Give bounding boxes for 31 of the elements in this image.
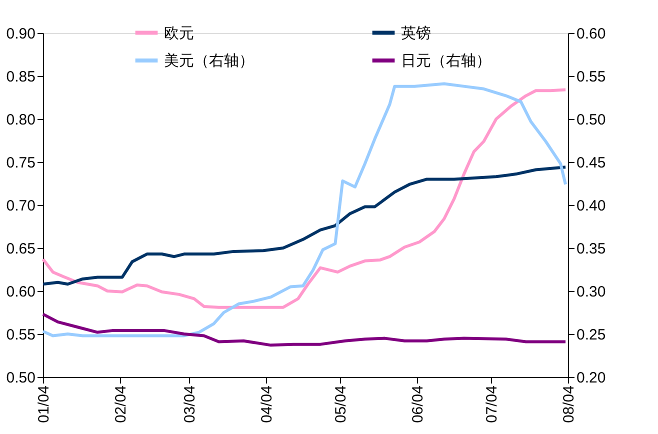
y-tick-label: 0.70	[6, 198, 36, 214]
y2-tick-label: 0.25	[576, 326, 606, 344]
y-tick-label: 0.50	[6, 370, 36, 386]
y-tick-label: 0.60	[6, 284, 36, 300]
y-tick-label: 0.80	[6, 112, 36, 128]
line-series	[42, 312, 568, 347]
legend-label: 日元（右轴）	[401, 52, 491, 70]
x-tick-label: 05/04	[332, 386, 350, 424]
y2-tick-label: 0.30	[576, 284, 606, 300]
x-tick-label: 08/04	[560, 386, 578, 424]
x-tick-label: 02/04	[112, 386, 130, 424]
y-tick-label: 0.85	[6, 68, 36, 86]
y2-tick-label: 0.60	[576, 26, 606, 42]
y-tick-label: 0.65	[6, 240, 36, 258]
y2-tick-label: 0.55	[576, 68, 606, 86]
x-tick-label: 07/04	[484, 386, 501, 424]
y-tick-label: 0.90	[6, 26, 36, 42]
y2-tick-label: 0.20	[576, 370, 606, 386]
y2-tick-label: 0.50	[576, 112, 606, 128]
x-tick-label: 04/04	[258, 386, 276, 424]
y2-tick-label: 0.45	[576, 154, 606, 172]
y-tick-label: 0.75	[6, 154, 36, 172]
x-tick-label: 01/04	[36, 386, 52, 424]
y-tick-label: 0.55	[6, 326, 36, 344]
x-tick-label: 03/04	[182, 386, 199, 424]
y2-tick-label: 0.35	[576, 240, 606, 258]
legend-label: 欧元	[164, 24, 194, 42]
y2-tick-label: 0.40	[576, 198, 606, 214]
legend-label: 美元（右轴）	[164, 52, 254, 70]
x-tick-label: 06/04	[409, 386, 426, 424]
legend-label: 英镑	[401, 24, 431, 42]
